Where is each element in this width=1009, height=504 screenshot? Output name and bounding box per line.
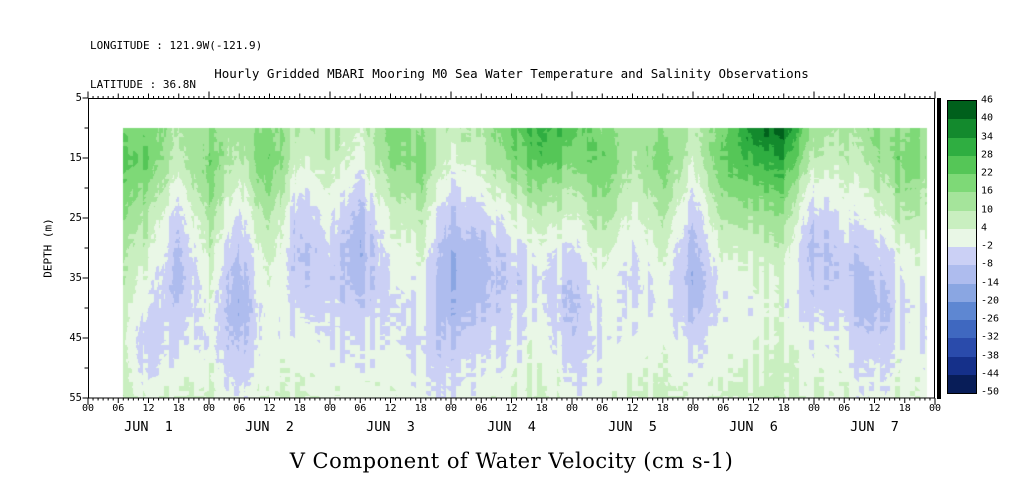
plot-title: Hourly Gridded MBARI Mooring M0 Sea Wate… <box>214 66 809 81</box>
colorbar-tick-label: 22 <box>981 167 994 179</box>
x-axis-caption: V Component of Water Velocity (cm s-1) <box>289 449 734 473</box>
x-day-label: JUN 1 <box>124 419 173 435</box>
colorbar-cell <box>948 301 976 320</box>
x-tick-label: 18 <box>172 403 185 414</box>
x-tick-label: 18 <box>414 403 427 414</box>
x-tick-label: 06 <box>112 403 125 414</box>
x-tick-label: 12 <box>626 403 639 414</box>
x-tick-label: 06 <box>838 403 851 414</box>
x-day-label: JUN 5 <box>608 419 657 435</box>
x-tick-label: 12 <box>263 403 276 414</box>
colorbar-cell <box>948 247 976 266</box>
colorbar-cell <box>948 283 976 302</box>
colorbar-tick-label: 28 <box>981 149 994 161</box>
y-tick-label: 5 <box>75 92 82 104</box>
x-tick-label: 18 <box>656 403 669 414</box>
x-tick-label: 06 <box>233 403 246 414</box>
x-tick-label: 06 <box>475 403 488 414</box>
colorbar-tick-label: -2 <box>981 240 994 252</box>
colorbar-tick-label: -8 <box>981 258 994 270</box>
colorbar-cell <box>948 374 976 393</box>
colorbar-cell <box>948 320 976 339</box>
x-tick-label: 18 <box>777 403 790 414</box>
colorbar-cell <box>948 137 976 156</box>
colorbar-cell <box>948 155 976 174</box>
x-day-label: JUN 2 <box>245 419 294 435</box>
x-tick-label: 18 <box>293 403 306 414</box>
x-tick-label: 12 <box>868 403 881 414</box>
colorbar-cell <box>948 228 976 247</box>
right-edge-bar <box>937 98 941 399</box>
colorbar-cell <box>948 174 976 193</box>
x-tick-label: 12 <box>505 403 518 414</box>
colorbar-tick-label: -26 <box>981 313 1000 325</box>
colorbar-tick-label: 4 <box>981 222 988 234</box>
colorbar-tick-label: 34 <box>981 131 994 142</box>
y-tick-label: 25 <box>69 212 82 224</box>
colorbar-tick-label: 16 <box>981 185 994 197</box>
x-tick-label: 06 <box>354 403 367 414</box>
x-day-label: JUN 3 <box>366 419 415 435</box>
colorbar-tick-label: -32 <box>981 331 1000 343</box>
y-tick-label: 45 <box>69 332 82 344</box>
x-tick-label: 18 <box>898 403 911 414</box>
x-tick-label: 00 <box>323 403 337 414</box>
y-axis-label: DEPTH (m) <box>41 218 55 278</box>
y-tick-label: 15 <box>69 152 82 164</box>
x-tick-label: 12 <box>142 403 155 414</box>
heatmap-canvas <box>88 98 935 398</box>
colorbar-tick-label: 40 <box>981 112 994 124</box>
colorbar-cell <box>948 210 976 229</box>
x-day-label: JUN 7 <box>850 419 899 435</box>
colorbar-tick-label: -14 <box>981 277 1000 288</box>
x-tick-label: 18 <box>535 403 548 414</box>
x-tick-label: 00 <box>928 403 942 414</box>
colorbar-cell <box>948 265 976 284</box>
colorbar-cell <box>948 119 976 138</box>
colorbar-tick-label: -50 <box>981 386 1000 398</box>
x-tick-label: 00 <box>565 403 579 414</box>
header-longitude: LONGITUDE : 121.9W(-121.9) <box>90 39 263 52</box>
colorbar-cell <box>948 356 976 375</box>
x-tick-label: 06 <box>596 403 609 414</box>
colorbar-tick-label: 46 <box>981 94 994 106</box>
y-tick-label: 55 <box>69 392 82 404</box>
colorbar-tick-label: -38 <box>981 350 1000 361</box>
colorbar-tick-label: 10 <box>981 204 994 215</box>
colorbar <box>947 100 977 394</box>
header-latitude: LATITUDE : 36.8N <box>90 78 196 91</box>
x-tick-label: 00 <box>444 403 458 414</box>
x-tick-label: 00 <box>81 403 95 414</box>
y-tick-label: 35 <box>69 272 82 284</box>
x-day-label: JUN 4 <box>487 419 536 435</box>
x-tick-label: 00 <box>202 403 216 414</box>
colorbar-tick-label: -44 <box>981 368 1000 380</box>
x-tick-label: 00 <box>807 403 821 414</box>
colorbar-cell <box>948 338 976 357</box>
x-day-label: JUN 6 <box>729 419 778 435</box>
x-tick-label: 00 <box>686 403 700 414</box>
x-tick-label: 12 <box>384 403 397 414</box>
x-tick-label: 12 <box>747 403 760 414</box>
colorbar-cell <box>948 101 976 120</box>
x-tick-label: 06 <box>717 403 730 414</box>
colorbar-cell <box>948 192 976 211</box>
colorbar-tick-label: -20 <box>981 295 1000 307</box>
